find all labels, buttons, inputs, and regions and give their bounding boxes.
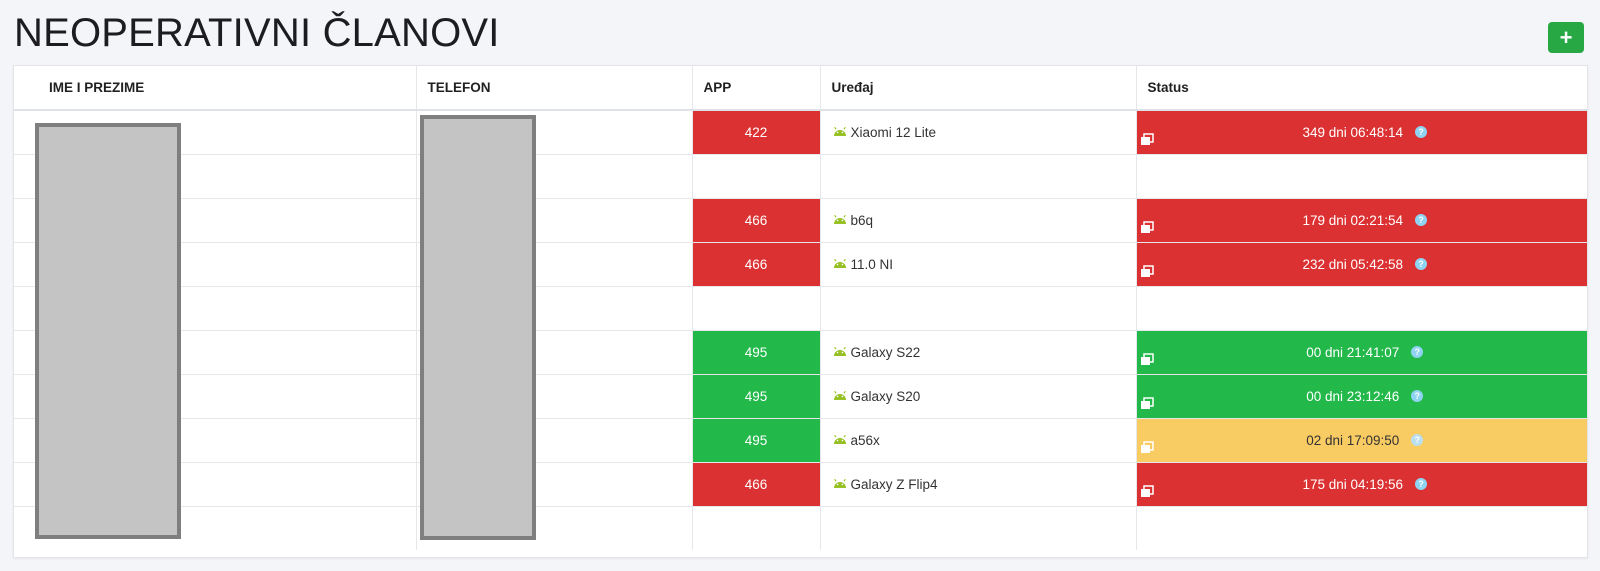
status-cell: 232 dni 05:42:58? bbox=[1136, 242, 1587, 287]
status-duration: 00 dni 21:41:07 bbox=[1306, 345, 1400, 360]
table-row[interactable]: 495 a56x 02 dni 17:09:50? bbox=[14, 418, 1587, 463]
app-version-cell: 422 bbox=[692, 110, 821, 155]
device-name: b6q bbox=[850, 213, 874, 228]
help-icon[interactable]: ? bbox=[1415, 478, 1428, 491]
status-duration: 02 dni 17:09:50 bbox=[1306, 433, 1400, 448]
device-cell: 11.0 NI bbox=[820, 242, 1137, 287]
app-version-cell bbox=[692, 154, 821, 199]
device-name: a56x bbox=[850, 433, 880, 448]
table-body: 422 Xiaomi 12 Lite 349 dni 06:48:14? 466 b6q… bbox=[14, 110, 1587, 550]
app-version-cell: 495 bbox=[692, 374, 821, 419]
table-row[interactable] bbox=[14, 154, 1587, 199]
copy-icon[interactable] bbox=[1140, 353, 1154, 369]
android-icon bbox=[833, 432, 847, 447]
page-title: NEOPERATIVNI ČLANOVI bbox=[14, 11, 500, 55]
table-row[interactable]: 495 Galaxy S20 00 dni 23:12:46? bbox=[14, 374, 1587, 419]
device-cell: Galaxy Z Flip4 bbox=[820, 462, 1137, 507]
app-version-cell bbox=[692, 506, 821, 550]
status-cell bbox=[1136, 507, 1587, 551]
app-version-cell: 466 bbox=[692, 198, 821, 243]
status-duration: 175 dni 04:19:56 bbox=[1302, 477, 1404, 492]
app-version-cell: 466 bbox=[692, 242, 821, 287]
members-table: IME I PREZIME TELEFON APP Uređaj Status … bbox=[14, 66, 1587, 550]
android-icon bbox=[833, 256, 847, 271]
android-icon bbox=[833, 124, 847, 139]
header-name[interactable]: IME I PREZIME bbox=[14, 66, 417, 111]
header-device[interactable]: Uređaj bbox=[820, 66, 1137, 111]
device-cell bbox=[820, 286, 1137, 331]
add-member-button[interactable]: + bbox=[1548, 22, 1584, 53]
table-row[interactable]: 495 Galaxy S22 00 dni 21:41:07? bbox=[14, 330, 1587, 375]
status-cell: 349 dni 06:48:14? bbox=[1136, 110, 1587, 155]
status-cell: 00 dni 21:41:07? bbox=[1136, 330, 1587, 375]
device-cell: Galaxy S20 bbox=[820, 374, 1137, 419]
status-duration: 179 dni 02:21:54 bbox=[1302, 213, 1404, 228]
device-name: Galaxy S20 bbox=[850, 389, 921, 404]
device-cell bbox=[820, 506, 1137, 550]
help-icon[interactable]: ? bbox=[1415, 126, 1428, 139]
copy-icon[interactable] bbox=[1140, 441, 1154, 457]
help-icon[interactable]: ? bbox=[1411, 390, 1424, 403]
status-duration: 349 dni 06:48:14 bbox=[1302, 125, 1404, 140]
table-row[interactable]: 466 Galaxy Z Flip4 175 dni 04:19:56? bbox=[14, 462, 1587, 507]
status-duration: 00 dni 23:12:46 bbox=[1306, 389, 1400, 404]
table-row[interactable] bbox=[14, 506, 1587, 551]
header-app[interactable]: APP bbox=[692, 66, 821, 111]
app-version-cell bbox=[692, 286, 821, 331]
status-cell bbox=[1136, 154, 1587, 199]
status-duration: 232 dni 05:42:58 bbox=[1302, 257, 1404, 272]
copy-icon[interactable] bbox=[1140, 265, 1154, 281]
status-cell: 175 dni 04:19:56? bbox=[1136, 462, 1587, 507]
device-cell bbox=[820, 154, 1137, 199]
copy-icon[interactable] bbox=[1140, 221, 1154, 237]
device-name: 11.0 NI bbox=[850, 257, 894, 272]
device-name: Galaxy S22 bbox=[850, 345, 921, 360]
help-icon[interactable]: ? bbox=[1415, 214, 1428, 227]
android-icon bbox=[833, 212, 847, 227]
redacted-phones-block bbox=[420, 115, 536, 540]
app-version-cell: 466 bbox=[692, 462, 821, 507]
status-cell bbox=[1136, 286, 1587, 331]
table-row[interactable]: 422 Xiaomi 12 Lite 349 dni 06:48:14? bbox=[14, 110, 1587, 155]
help-icon[interactable]: ? bbox=[1411, 346, 1424, 359]
android-icon bbox=[833, 344, 847, 359]
status-cell: 02 dni 17:09:50? bbox=[1136, 418, 1587, 463]
android-icon bbox=[833, 476, 847, 491]
help-icon[interactable]: ? bbox=[1415, 258, 1428, 271]
copy-icon[interactable] bbox=[1140, 133, 1154, 149]
device-cell: a56x bbox=[820, 418, 1137, 463]
copy-icon[interactable] bbox=[1140, 485, 1154, 501]
redacted-names-block bbox=[35, 123, 181, 539]
members-table-card: IME I PREZIME TELEFON APP Uređaj Status … bbox=[13, 65, 1588, 558]
device-name: Xiaomi 12 Lite bbox=[850, 125, 937, 140]
table-row[interactable]: 466 b6q 179 dni 02:21:54? bbox=[14, 198, 1587, 243]
header-status[interactable]: Status bbox=[1136, 66, 1587, 111]
android-icon bbox=[833, 388, 847, 403]
header-phone[interactable]: TELEFON bbox=[416, 66, 693, 111]
device-name: Galaxy Z Flip4 bbox=[850, 477, 938, 492]
app-version-cell: 495 bbox=[692, 418, 821, 463]
device-cell: Galaxy S22 bbox=[820, 330, 1137, 375]
device-cell: Xiaomi 12 Lite bbox=[820, 110, 1137, 155]
copy-icon[interactable] bbox=[1140, 397, 1154, 413]
app-version-cell: 495 bbox=[692, 330, 821, 375]
device-cell: b6q bbox=[820, 198, 1137, 243]
table-row[interactable] bbox=[14, 286, 1587, 331]
table-header-row: IME I PREZIME TELEFON APP Uređaj Status bbox=[14, 66, 1587, 111]
table-row[interactable]: 466 11.0 NI 232 dni 05:42:58? bbox=[14, 242, 1587, 287]
status-cell: 179 dni 02:21:54? bbox=[1136, 198, 1587, 243]
help-icon[interactable]: ? bbox=[1411, 434, 1424, 447]
status-cell: 00 dni 23:12:46? bbox=[1136, 374, 1587, 419]
